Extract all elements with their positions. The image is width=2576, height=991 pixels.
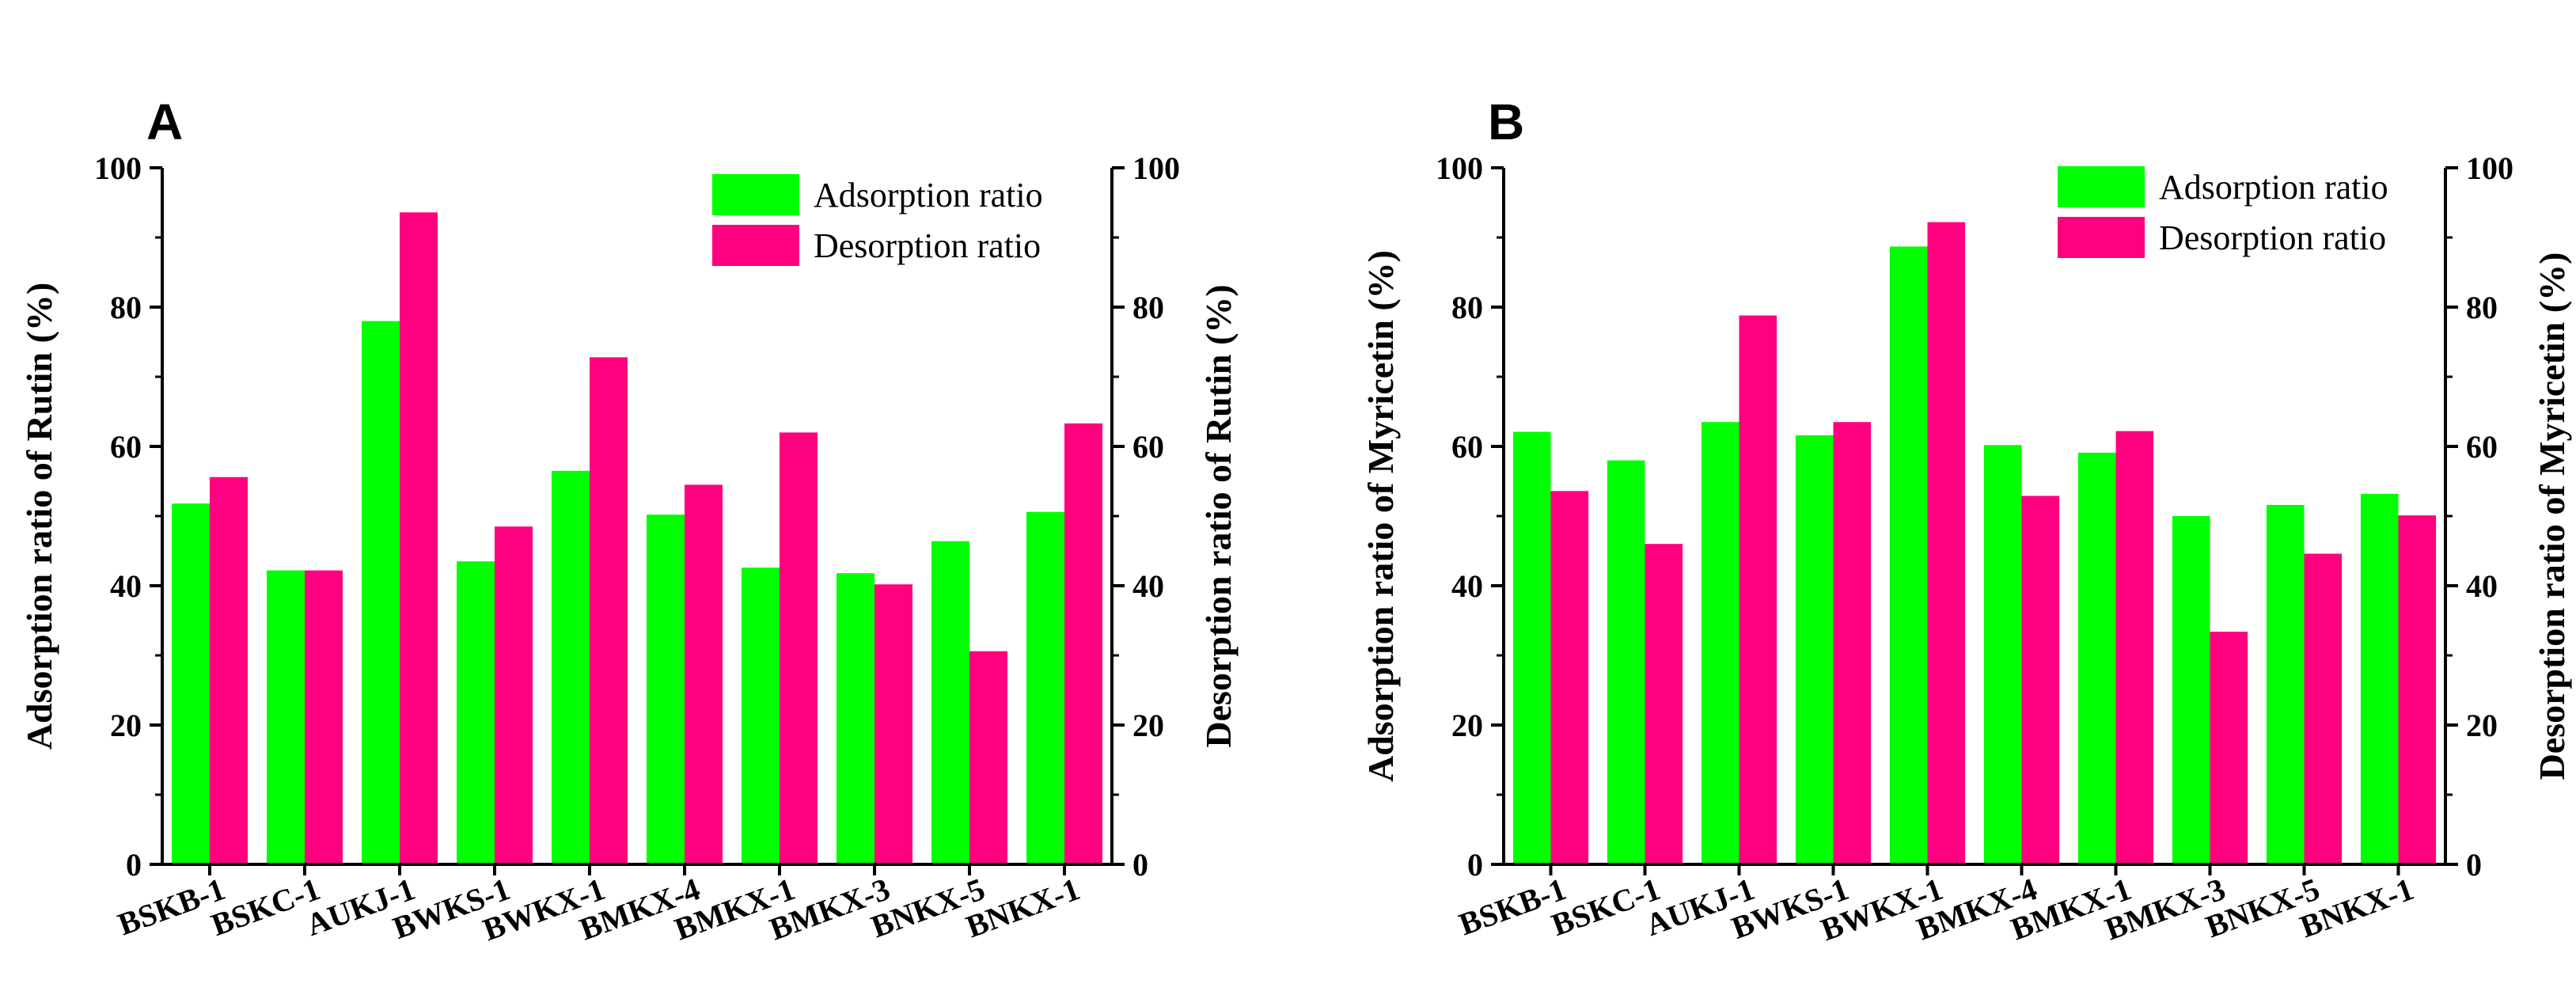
- right-y-tick-label: 20: [2466, 708, 2498, 743]
- bar-adsorption-bwks-1: [457, 561, 495, 864]
- bar-adsorption-bmkx-1: [742, 568, 780, 864]
- bar-adsorption-aukj-1: [362, 321, 400, 865]
- left-y-tick-label: 40: [1451, 568, 1483, 604]
- left-y-tick-label: 80: [110, 290, 142, 325]
- bar-desorption-bmkx-3: [2210, 632, 2248, 864]
- legend-label-desorption: Desorption ratio: [814, 226, 1041, 265]
- panel-label: B: [1488, 93, 1524, 150]
- right-y-tick-label: 20: [1132, 708, 1164, 743]
- legend-label-adsorption: Adsorption ratio: [2159, 168, 2388, 207]
- bar-adsorption-bwkx-1: [1889, 246, 1928, 864]
- right-y-tick-label: 60: [2466, 429, 2498, 465]
- bar-adsorption-bmkx-3: [837, 573, 874, 864]
- right-y-tick-label: 100: [2466, 150, 2513, 186]
- legend-swatch-adsorption: [2058, 166, 2145, 207]
- legend-swatch-adsorption: [712, 174, 799, 215]
- bar-desorption-bwkx-1: [590, 357, 628, 864]
- bar-desorption-bmkx-3: [874, 584, 912, 864]
- left-y-tick-label: 40: [110, 568, 142, 604]
- y2-axis-title: Desorption ratio of Rutin (%): [1198, 284, 1239, 747]
- right-y-tick-label: 80: [2466, 290, 2498, 325]
- bar-adsorption-bskc-1: [267, 570, 305, 864]
- y-axis-title: Adsorption ratio of Myricetin (%): [1360, 250, 1401, 782]
- right-y-tick-label: 100: [1132, 150, 1180, 186]
- left-y-tick-label: 0: [1467, 847, 1483, 883]
- right-y-tick-label: 60: [1132, 429, 1164, 465]
- bar-adsorption-bnkx-5: [931, 541, 969, 864]
- bar-adsorption-bmkx-4: [647, 514, 685, 864]
- bar-adsorption-bskb-1: [172, 503, 210, 864]
- bar-adsorption-bmkx-3: [2172, 516, 2210, 864]
- bar-adsorption-bwkx-1: [552, 470, 590, 864]
- bar-desorption-bmkx-4: [685, 484, 723, 864]
- left-y-tick-label: 100: [94, 150, 142, 186]
- legend-label-adsorption: Adsorption ratio: [814, 176, 1043, 215]
- bar-desorption-aukj-1: [1739, 315, 1777, 864]
- left-y-tick-label: 20: [1451, 708, 1483, 743]
- right-y-tick-label: 40: [2466, 568, 2498, 604]
- panel-label: A: [146, 93, 183, 150]
- bar-desorption-bnkx-1: [2398, 515, 2437, 864]
- bar-adsorption-bmkx-1: [2077, 452, 2116, 864]
- y2-axis-title: Desorption ratio of Myricetin (%): [2532, 252, 2572, 780]
- bar-desorption-bmkx-4: [2021, 496, 2060, 864]
- bar-desorption-bskb-1: [210, 477, 248, 864]
- right-y-tick-label: 80: [1132, 290, 1164, 325]
- y-axis-title: Adsorption ratio of Rutin (%): [19, 283, 59, 750]
- bar-desorption-bnkx-5: [2304, 553, 2343, 864]
- left-y-tick-label: 0: [126, 847, 142, 883]
- bar-desorption-bskc-1: [305, 570, 343, 864]
- left-y-tick-label: 80: [1451, 290, 1483, 325]
- bar-desorption-bmkx-1: [780, 432, 818, 864]
- legend-label-desorption: Desorption ratio: [2159, 218, 2386, 257]
- left-y-tick-label: 60: [110, 429, 142, 465]
- bar-adsorption-bwks-1: [1795, 435, 1834, 864]
- left-y-tick-label: 100: [1436, 150, 1483, 186]
- legend-swatch-desorption: [712, 225, 799, 266]
- bar-desorption-bnkx-1: [1064, 423, 1102, 864]
- bar-desorption-aukj-1: [400, 212, 438, 864]
- bar-adsorption-bskb-1: [1512, 431, 1551, 864]
- bar-desorption-bskc-1: [1645, 544, 1683, 864]
- bar-adsorption-bnkx-1: [1026, 511, 1064, 864]
- bar-adsorption-bnkx-5: [2266, 504, 2305, 864]
- right-y-tick-label: 0: [1132, 847, 1148, 883]
- left-y-tick-label: 20: [110, 708, 142, 743]
- bar-desorption-bmkx-1: [2115, 431, 2154, 864]
- right-y-tick-label: 0: [2466, 847, 2482, 883]
- bar-desorption-bskb-1: [1550, 491, 1589, 864]
- bar-desorption-bwks-1: [1833, 422, 1872, 864]
- left-y-tick-label: 60: [1451, 429, 1483, 465]
- bar-adsorption-bskc-1: [1607, 460, 1645, 864]
- bar-adsorption-bnkx-1: [2360, 493, 2399, 864]
- bar-desorption-bwkx-1: [1927, 222, 1966, 864]
- legend-swatch-desorption: [2058, 217, 2145, 258]
- bar-adsorption-aukj-1: [1701, 422, 1739, 864]
- right-y-tick-label: 40: [1132, 568, 1164, 604]
- bar-desorption-bwks-1: [495, 526, 533, 864]
- bar-adsorption-bmkx-4: [1983, 445, 2022, 864]
- bar-desorption-bnkx-5: [969, 651, 1007, 864]
